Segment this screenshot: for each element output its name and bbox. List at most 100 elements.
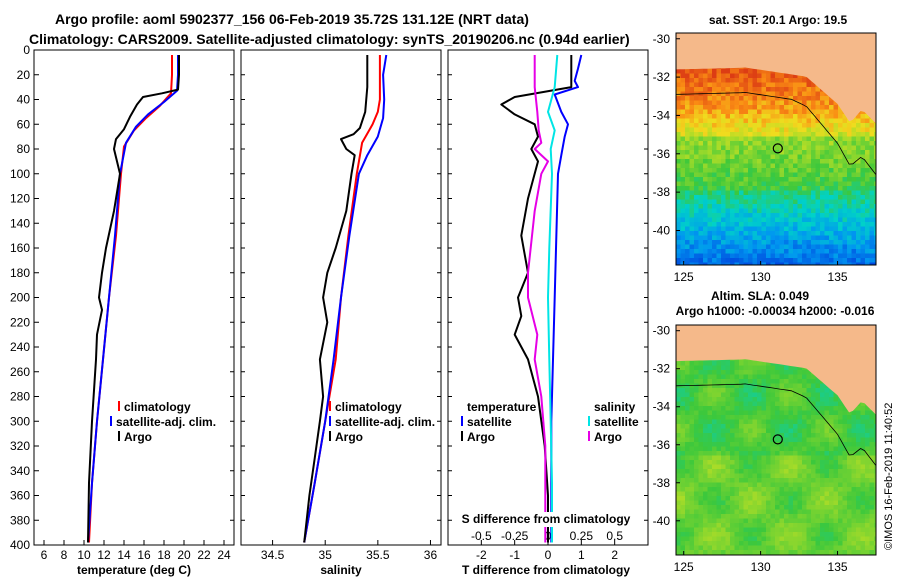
map-cell: [797, 199, 803, 205]
map-cell: [806, 132, 812, 137]
map-cell: [725, 541, 731, 546]
map-cell: [874, 262, 876, 265]
map-cell: [779, 473, 785, 479]
map-cell: [734, 114, 740, 119]
map-cell: [797, 478, 803, 483]
map-cell: [779, 141, 785, 146]
map-cell: [811, 469, 816, 474]
map-cell: [766, 464, 771, 470]
map-cell: [676, 240, 681, 245]
map-cell: [833, 401, 839, 407]
map-cell: [811, 527, 816, 533]
map-cell: [820, 105, 825, 110]
map-cell: [797, 123, 803, 128]
map-cell: [856, 442, 861, 447]
lon-tick-label: 125: [674, 270, 694, 284]
map-cell: [685, 545, 690, 551]
map-cell: [770, 487, 776, 492]
map-cell: [847, 469, 852, 474]
map-cell: [856, 235, 861, 241]
map-cell: [698, 231, 704, 236]
map-cell: [743, 69, 749, 74]
map-cell: [869, 181, 875, 187]
map-cell: [833, 419, 839, 425]
map-cell: [788, 163, 794, 169]
map-cell: [829, 406, 834, 411]
map-cell: [779, 159, 785, 164]
map-cell: [793, 217, 798, 223]
map-cell: [712, 392, 717, 398]
map-cell: [689, 482, 695, 488]
map-cell: [757, 186, 762, 191]
map-cell: [779, 545, 785, 551]
map-cell: [748, 231, 753, 236]
map-cell: [788, 496, 794, 501]
map-cell: [860, 217, 866, 223]
map-cell: [770, 397, 776, 402]
map-cell: [802, 226, 807, 232]
map-cell: [815, 177, 821, 182]
depth-tick-label: 220: [10, 315, 30, 329]
map-cell: [784, 109, 789, 115]
map-cell: [698, 473, 704, 479]
map-cell: [689, 145, 695, 151]
map-cell: [869, 249, 875, 254]
map-cell: [766, 150, 771, 155]
map-cell: [676, 446, 681, 452]
map-cell: [869, 177, 875, 182]
map-cell: [770, 262, 776, 265]
map-cell: [739, 460, 744, 465]
map-cell: [730, 509, 735, 515]
map-cell: [739, 132, 744, 137]
map-cell: [680, 424, 686, 429]
map-cell: [824, 460, 830, 465]
map-cell: [847, 231, 852, 236]
map-cell: [694, 473, 699, 479]
map-cell: [676, 204, 681, 209]
map-cell: [730, 240, 735, 245]
map-cell: [721, 114, 726, 119]
map-cell: [806, 195, 812, 200]
map-cell: [829, 424, 834, 429]
map-cell: [847, 518, 852, 524]
map-cell: [685, 410, 690, 416]
map-cell: [685, 541, 690, 546]
map-cell: [761, 190, 767, 196]
map-cell: [824, 118, 830, 124]
map-cell: [779, 190, 785, 196]
map-cell: [680, 487, 686, 492]
map-cell: [676, 181, 681, 187]
map-cell: [865, 208, 870, 214]
map-cell: [698, 455, 704, 461]
map-cell: [851, 541, 857, 546]
map-cell: [770, 433, 776, 438]
map-cell: [707, 361, 713, 366]
map-cell: [856, 132, 861, 137]
map-cell: [698, 172, 704, 178]
map-cell: [820, 410, 825, 416]
map-cell: [820, 491, 825, 497]
map-cell: [779, 464, 785, 470]
map-cell: [811, 392, 816, 398]
map-cell: [770, 523, 776, 528]
map-cell: [851, 190, 857, 196]
map-cell: [797, 231, 803, 236]
map-cell: [685, 419, 690, 425]
map-cell: [766, 114, 771, 119]
map-cell: [806, 505, 812, 510]
map-cell: [707, 249, 713, 254]
map-cell: [829, 127, 834, 133]
map-cell: [874, 500, 876, 506]
map-cell: [698, 145, 704, 151]
map-cell: [716, 105, 722, 110]
s-tick-label: 0.5: [606, 529, 623, 543]
map-cell: [806, 523, 812, 528]
map-cell: [752, 181, 758, 187]
map-cell: [712, 428, 717, 434]
map-cell: [869, 478, 875, 483]
map-cell: [761, 249, 767, 254]
map-cell: [784, 87, 789, 92]
map-cell: [757, 208, 762, 214]
map-cell: [838, 190, 843, 196]
map-cell: [797, 410, 803, 416]
